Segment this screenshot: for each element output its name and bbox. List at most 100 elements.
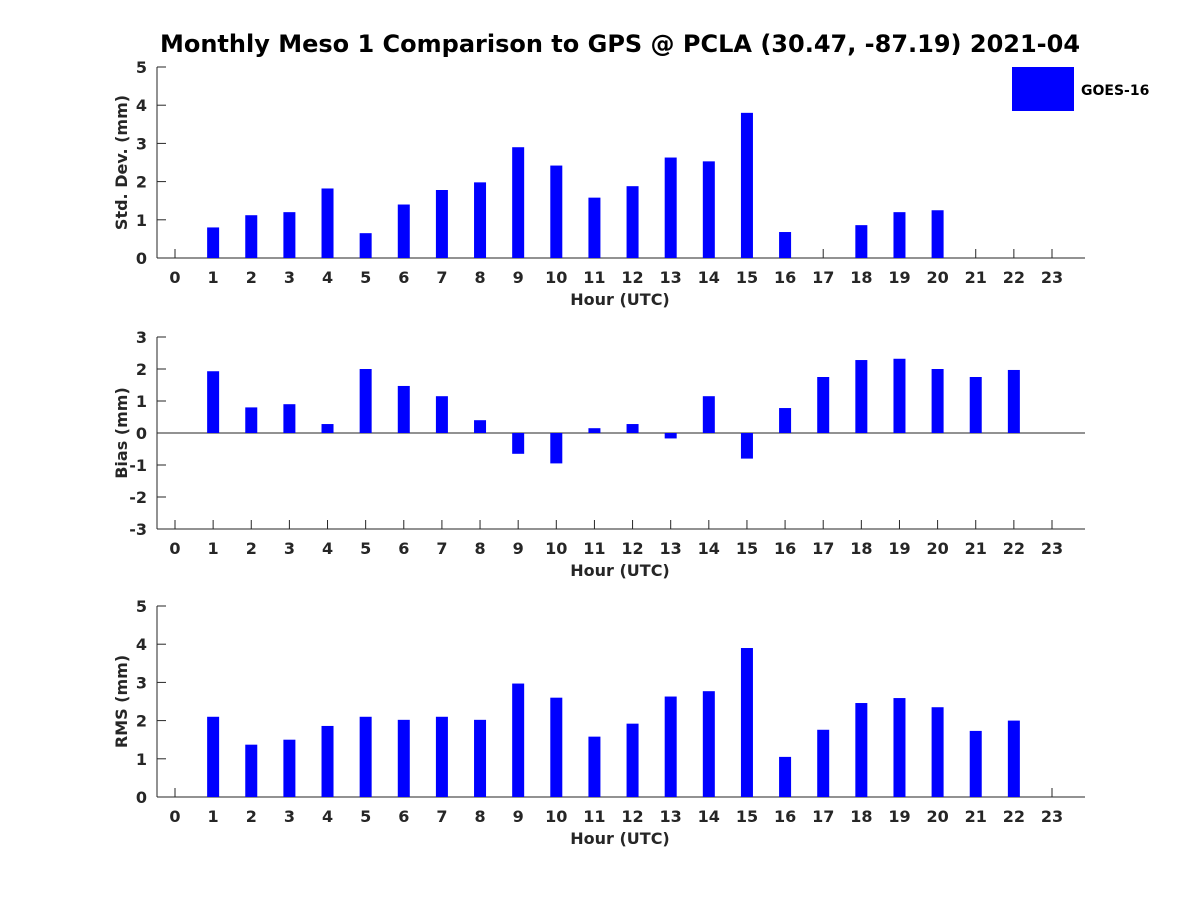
x-tick-label: 10 (545, 807, 567, 826)
x-tick-label: 6 (398, 268, 409, 287)
x-tick-label: 2 (246, 268, 257, 287)
x-tick-label: 5 (360, 268, 371, 287)
x-tick-label: 23 (1041, 268, 1063, 287)
bar-hour-6 (397, 385, 410, 433)
bar-hour-15 (740, 112, 753, 258)
x-tick-label: 16 (774, 807, 796, 826)
bar-hour-16 (779, 232, 792, 258)
x-tick-label: 22 (1003, 807, 1025, 826)
bar-hour-15 (740, 433, 753, 459)
bar-hour-4 (321, 424, 334, 433)
bar-hour-22 (1007, 720, 1020, 797)
legend-label-goes-16: GOES-16 (1081, 83, 1149, 99)
bar-hour-14 (702, 691, 715, 797)
y-tick-label: -1 (129, 456, 147, 475)
bar-hour-8 (474, 420, 487, 433)
bar-hour-6 (397, 719, 410, 797)
x-tick-label: 14 (698, 268, 720, 287)
bar-hour-14 (702, 396, 715, 433)
x-tick-label: 9 (513, 807, 524, 826)
bar-hour-16 (779, 408, 792, 433)
bar-hour-14 (702, 161, 715, 258)
bar-hour-21 (969, 730, 982, 797)
bar-hour-2 (245, 407, 258, 433)
y-axis-label: Bias (mm) (112, 387, 131, 479)
bar-hour-1 (207, 716, 220, 797)
x-tick-label: 6 (398, 807, 409, 826)
x-tick-label: 0 (169, 539, 180, 558)
y-tick-label: 2 (136, 360, 147, 379)
y-tick-label: 0 (136, 788, 147, 807)
bar-hour-17 (817, 377, 830, 433)
x-tick-label: 12 (621, 539, 643, 558)
x-tick-label: 16 (774, 268, 796, 287)
x-tick-label: 1 (208, 268, 219, 287)
x-tick-label: 8 (474, 539, 485, 558)
y-tick-label: 0 (136, 424, 147, 443)
x-tick-label: 13 (660, 268, 682, 287)
x-tick-label: 4 (322, 268, 333, 287)
x-tick-label: 3 (284, 539, 295, 558)
x-tick-label: 2 (246, 539, 257, 558)
bar-hour-5 (359, 233, 372, 258)
x-tick-label: 2 (246, 807, 257, 826)
bar-hour-3 (283, 404, 296, 433)
y-tick-label: -3 (129, 520, 147, 539)
bar-hour-10 (550, 697, 563, 797)
x-tick-label: 0 (169, 268, 180, 287)
x-tick-label: 4 (322, 539, 333, 558)
bar-hour-9 (512, 433, 525, 454)
bar-hour-20 (931, 707, 944, 797)
y-tick-label: 2 (136, 173, 147, 192)
bar-hour-11 (588, 736, 601, 797)
x-tick-label: 14 (698, 539, 720, 558)
x-tick-label: 21 (965, 807, 987, 826)
x-tick-label: 4 (322, 807, 333, 826)
x-tick-label: 11 (583, 268, 605, 287)
bar-hour-18 (855, 225, 868, 258)
bar-hour-13 (664, 433, 677, 439)
bar-hour-2 (245, 744, 258, 797)
y-tick-label: 4 (136, 635, 147, 654)
x-tick-label: 8 (474, 268, 485, 287)
bar-hour-18 (855, 703, 868, 797)
x-tick-label: 10 (545, 268, 567, 287)
bar-hour-19 (893, 212, 906, 258)
x-tick-label: 15 (736, 539, 758, 558)
legend-swatch-goes-16 (1012, 67, 1074, 111)
y-tick-label: 5 (136, 597, 147, 616)
bar-hour-17 (817, 729, 830, 797)
x-tick-label: 19 (888, 807, 910, 826)
y-tick-label: 3 (136, 134, 147, 153)
x-tick-label: 1 (208, 807, 219, 826)
x-tick-label: 8 (474, 807, 485, 826)
x-tick-label: 23 (1041, 807, 1063, 826)
bar-hour-4 (321, 188, 334, 258)
bar-hour-8 (474, 182, 487, 258)
x-tick-label: 13 (660, 807, 682, 826)
x-tick-label: 7 (436, 268, 447, 287)
bar-hour-6 (397, 204, 410, 258)
bar-hour-7 (435, 190, 448, 258)
x-tick-label: 17 (812, 539, 834, 558)
bar-hour-13 (664, 157, 677, 258)
bar-hour-10 (550, 165, 563, 258)
y-tick-label: 0 (136, 249, 147, 268)
x-tick-label: 17 (812, 268, 834, 287)
x-tick-label: 11 (583, 539, 605, 558)
x-tick-label: 7 (436, 539, 447, 558)
bar-hour-7 (435, 716, 448, 797)
x-tick-label: 3 (284, 807, 295, 826)
x-tick-label: 6 (398, 539, 409, 558)
bar-hour-16 (779, 756, 792, 797)
bar-hour-3 (283, 212, 296, 258)
y-tick-label: 3 (136, 673, 147, 692)
x-tick-label: 18 (850, 807, 872, 826)
bar-hour-12 (626, 723, 639, 797)
y-tick-label: 4 (136, 96, 147, 115)
x-tick-label: 1 (208, 539, 219, 558)
bar-hour-12 (626, 186, 639, 258)
